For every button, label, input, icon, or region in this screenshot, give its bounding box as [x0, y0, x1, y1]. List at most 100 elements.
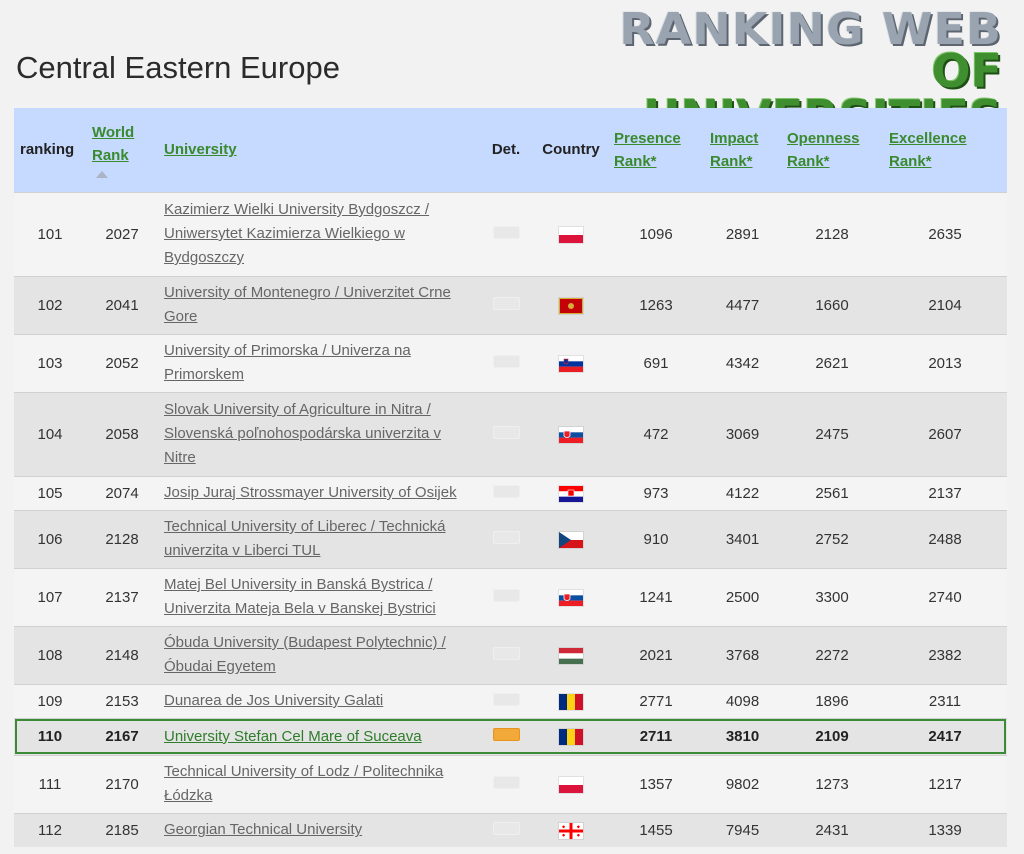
cell-country	[534, 626, 608, 684]
table-row: 108 2148 Óbuda University (Budapest Polyte…	[14, 626, 1007, 684]
header-university[interactable]: University	[158, 108, 478, 192]
georgia-flag-icon	[559, 822, 583, 839]
croatia-flag-icon	[559, 485, 583, 502]
logo-line-1: RANKING WEB	[619, 3, 1002, 55]
university-link[interactable]: Óbuda University (Budapest Polytechnic) …	[164, 634, 446, 675]
details-icon[interactable]	[492, 296, 520, 310]
cell-world-rank: 2128	[105, 530, 139, 548]
header-impact-rank[interactable]: Impact Rank*	[704, 108, 781, 192]
university-link[interactable]: University of Primorska / Univerza na Pr…	[164, 342, 411, 383]
cell-university: Georgian Technical University	[158, 813, 478, 847]
world-rank-sort-link[interactable]: World Rank	[92, 124, 135, 165]
cell-world-rank: 2027	[105, 225, 139, 243]
cell-university: University of Montenegro / Univerzitet C…	[158, 276, 478, 334]
cell-det	[478, 276, 534, 334]
university-link[interactable]: Technical University of Liberec / Techni…	[164, 518, 446, 559]
details-icon[interactable]	[492, 588, 520, 602]
cell-impact-rank: 3069	[725, 425, 760, 443]
table-row: 102 2041 University of Montenegro / Univer…	[14, 276, 1007, 334]
cell-presence-rank: 2021	[639, 646, 673, 664]
cell-country	[534, 755, 608, 813]
montenegro-flag-icon	[559, 297, 583, 314]
excellence-rank-sort-link[interactable]: Excellence Rank*	[889, 129, 967, 170]
cell-university: University of Primorska / Univerza na Pr…	[158, 334, 478, 392]
cell-ranking: 109	[37, 692, 63, 710]
poland-flag-icon	[559, 776, 583, 793]
details-icon[interactable]	[492, 692, 520, 706]
cell-world-rank: 2137	[105, 588, 139, 606]
cell-openness-rank: 2475	[815, 425, 849, 443]
cell-det	[478, 476, 534, 510]
university-link[interactable]: Georgian Technical University	[164, 821, 363, 839]
romania-flag-icon	[559, 693, 583, 710]
table-row-highlighted: 110 2167 University Stefan Cel Mare of Suc…	[14, 718, 1007, 755]
cell-det	[478, 568, 534, 626]
cell-world-rank: 2074	[105, 484, 139, 502]
presence-rank-sort-link[interactable]: Presence Rank*	[614, 129, 681, 170]
university-sort-link[interactable]: University	[164, 141, 237, 159]
cell-excellence-rank: 2740	[928, 588, 962, 606]
header-excellence-rank[interactable]: Excellence Rank*	[883, 108, 1007, 192]
cell-det	[478, 684, 534, 718]
cell-impact-rank: 3768	[725, 646, 760, 664]
details-icon[interactable]	[492, 425, 520, 439]
cell-det	[478, 510, 534, 568]
cell-world-rank: 2170	[105, 775, 139, 793]
university-link[interactable]: University Stefan Cel Mare of Suceava	[164, 727, 422, 745]
hungary-flag-icon	[559, 647, 583, 664]
impact-rank-sort-link[interactable]: Impact Rank*	[710, 129, 759, 170]
cell-country	[534, 510, 608, 568]
cell-country	[534, 476, 608, 510]
cell-ranking: 102	[37, 296, 63, 314]
cell-university: Slovak University of Agriculture in Nitr…	[158, 392, 478, 476]
cell-impact-rank: 2891	[725, 225, 760, 243]
cell-university: Technical University of Liberec / Techni…	[158, 510, 478, 568]
cell-university: Óbuda University (Budapest Polytechnic) …	[158, 626, 478, 684]
cell-country	[534, 684, 608, 718]
cell-world-rank: 2185	[105, 821, 139, 839]
logo-line-2: OF UNIVERSITIES	[643, 44, 1002, 144]
cell-presence-rank: 2771	[639, 692, 673, 710]
cell-presence-rank: 973	[643, 484, 669, 502]
cell-country	[534, 718, 608, 755]
slovakia-flag-icon	[559, 589, 583, 606]
slovenia-flag-icon	[559, 355, 583, 372]
cell-university: Dunarea de Jos University Galati	[158, 684, 478, 718]
university-link[interactable]: Slovak University of Agriculture in Nitr…	[164, 401, 442, 466]
cell-det	[478, 813, 534, 847]
university-link[interactable]: Kazimierz Wielki University Bydgoszcz / …	[164, 201, 430, 266]
cell-presence-rank: 1241	[639, 588, 673, 606]
details-icon[interactable]	[492, 530, 520, 544]
details-icon[interactable]	[492, 225, 520, 239]
details-icon[interactable]	[492, 646, 520, 660]
header-openness-rank[interactable]: Openness Rank*	[781, 108, 883, 192]
university-link[interactable]: University of Montenegro / Univerzitet C…	[164, 284, 451, 325]
table-row: 107 2137 Matej Bel University in Banská By…	[14, 568, 1007, 626]
openness-rank-sort-link[interactable]: Openness Rank*	[787, 129, 860, 170]
university-link[interactable]: Josip Juraj Strossmayer University of Os…	[164, 484, 457, 501]
cell-ranking: 110	[37, 728, 63, 745]
cell-openness-rank: 3300	[815, 588, 849, 606]
details-icon[interactable]	[492, 775, 520, 789]
cell-excellence-rank: 2104	[928, 296, 962, 314]
cell-excellence-rank: 2137	[928, 484, 962, 502]
university-link[interactable]: Matej Bel University in Banská Bystrica …	[164, 576, 436, 617]
cell-impact-rank: 7945	[725, 821, 760, 839]
header-ranking: ranking	[20, 141, 75, 159]
university-link[interactable]: Technical University of Lodz / Politechn…	[164, 763, 444, 804]
ranking-web-logo[interactable]: RANKING WEB OF UNIVERSITIES	[582, 6, 1002, 140]
header-presence-rank[interactable]: Presence Rank*	[608, 108, 704, 192]
details-icon[interactable]	[492, 821, 520, 835]
header-world-rank[interactable]: World Rank	[86, 108, 158, 192]
university-link[interactable]: Dunarea de Jos University Galati	[164, 692, 384, 709]
cell-country	[534, 334, 608, 392]
cell-impact-rank: 4122	[725, 484, 760, 502]
details-icon[interactable]	[492, 484, 520, 498]
cell-world-rank: 2052	[105, 354, 139, 372]
details-icon[interactable]	[492, 354, 520, 368]
details-icon[interactable]	[492, 728, 520, 741]
cell-impact-rank: 4342	[725, 354, 760, 372]
page-title: Central Eastern Europe	[16, 50, 340, 85]
cell-excellence-rank: 1217	[928, 775, 962, 793]
table-row: 101 2027 Kazimierz Wielki University Bydgo…	[14, 192, 1007, 276]
